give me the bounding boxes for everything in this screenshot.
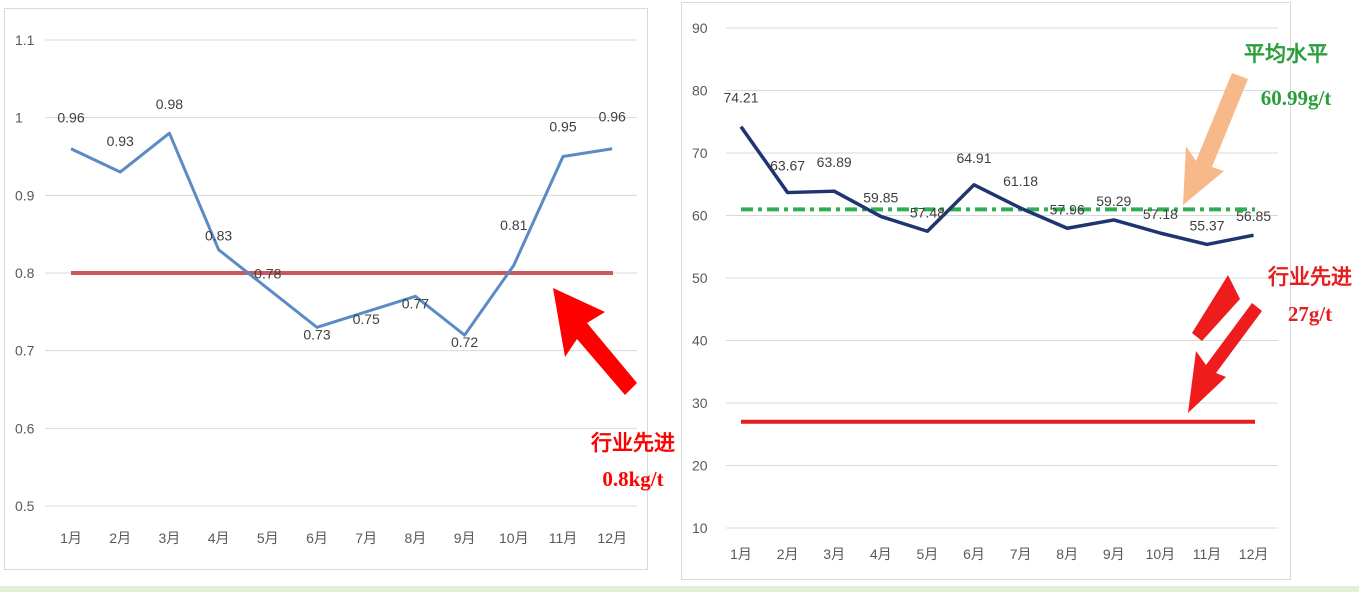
l-xtick-label: 10月 [499,530,529,546]
l-xtick-label: 3月 [159,530,181,546]
right-annotation-average-line1: 平均水平 [1244,42,1328,66]
l-data-label: 0.96 [599,109,626,125]
right-chart-panel: 10 20 30 40 50 60 70 80 90 1月 2月 3月 4月 5月 6月 7月 8月 9月 10月… [681,2,1352,580]
r-xtick-label: 10月 [1146,546,1176,562]
r-data-label: 59.85 [863,189,898,205]
r-ytick-label: 20 [692,458,708,474]
l-xtick-label: 7月 [355,530,377,546]
l-xtick-label: 6月 [306,530,328,546]
l-xtick-label: 4月 [208,530,230,546]
l-ytick-label: 0.6 [15,420,35,436]
left-chart: 0.5 0.6 0.7 0.8 0.9 1 1.1 1月 2月 3月 4月 5月 6月 7月 8月 9月 10… [15,32,675,546]
left-red-arrow [553,288,637,395]
l-ytick-label: 1.1 [15,32,35,48]
r-data-label: 56.85 [1236,208,1271,224]
l-data-label: 0.73 [303,326,330,342]
l-xtick-label: 2月 [109,530,131,546]
r-xtick-label: 8月 [1056,546,1078,562]
left-series-line [70,131,613,337]
l-xtick-label: 11月 [549,530,578,546]
r-ytick-label: 70 [692,145,708,161]
right-annotation-advanced-line2: 27g/t [1288,302,1332,326]
l-data-label: 0.72 [451,334,478,350]
l-ytick-label: 0.9 [15,187,35,203]
r-ytick-label: 40 [692,333,708,349]
l-data-label: 0.81 [500,217,527,233]
r-ytick-label: 30 [692,395,708,411]
r-data-label: 63.89 [817,154,852,170]
l-xtick-label: 8月 [405,530,427,546]
r-xtick-label: 1月 [730,546,752,562]
l-xtick-label: 1月 [60,530,82,546]
r-ytick-label: 60 [692,208,708,224]
l-data-label: 0.78 [254,266,281,282]
r-xtick-label: 9月 [1103,546,1125,562]
left-chart-panel: 0.5 0.6 0.7 0.8 0.9 1 1.1 1月 2月 3月 4月 5月 6月 7月 8月 9月 10… [4,8,675,570]
l-ytick-label: 0.5 [15,498,35,514]
left-annotation-line1: 行业先进 [590,431,675,455]
l-xtick-label: 12月 [597,530,627,546]
l-ytick-label: 1 [15,110,23,126]
l-ytick-label: 0.7 [15,343,35,359]
right-annotation-average-line2: 60.99g/t [1261,86,1332,110]
r-data-label: 57.18 [1143,206,1178,222]
l-ytick-label: 0.8 [15,265,35,281]
right-orange-arrow [1183,73,1248,205]
r-data-label: 55.37 [1189,217,1224,233]
r-data-label: 63.67 [770,158,805,174]
r-xtick-label: 6月 [963,546,985,562]
r-data-label: 74.21 [723,90,758,106]
bottom-divider [0,586,1359,592]
right-chart: 10 20 30 40 50 60 70 80 90 1月 2月 3月 4月 5月 6月 7月 8月 9月 10月… [692,20,1352,562]
l-xtick-label: 5月 [257,530,279,546]
r-data-label: 57.48 [910,204,945,220]
r-xtick-label: 3月 [823,546,845,562]
r-ytick-label: 90 [692,20,708,36]
r-data-label: 64.91 [956,150,991,166]
l-xtick-label: 9月 [454,530,476,546]
l-data-label: 0.83 [205,228,232,244]
l-data-label: 0.98 [156,96,183,112]
l-data-label: 0.95 [549,119,576,135]
l-data-label: 0.77 [402,295,429,311]
r-data-label: 57.96 [1050,201,1085,217]
l-data-label: 0.75 [353,311,380,327]
right-red-arrow [1188,275,1262,413]
right-annotation-advanced-line1: 行业先进 [1267,265,1352,289]
r-xtick-label: 12月 [1239,546,1269,562]
r-data-label: 61.18 [1003,173,1038,189]
r-ytick-label: 10 [692,520,708,536]
r-ytick-label: 50 [692,270,708,286]
l-data-label: 0.93 [107,133,134,149]
r-data-label: 59.29 [1096,193,1131,209]
r-xtick-label: 2月 [777,546,799,562]
l-data-label: 0.96 [57,110,84,126]
right-series-line [739,125,1254,247]
r-xtick-label: 5月 [917,546,939,562]
left-annotation-line2: 0.8kg/t [602,467,663,491]
r-xtick-label: 11月 [1193,546,1222,562]
r-xtick-label: 7月 [1010,546,1032,562]
r-xtick-label: 4月 [870,546,892,562]
r-ytick-label: 80 [692,83,708,99]
